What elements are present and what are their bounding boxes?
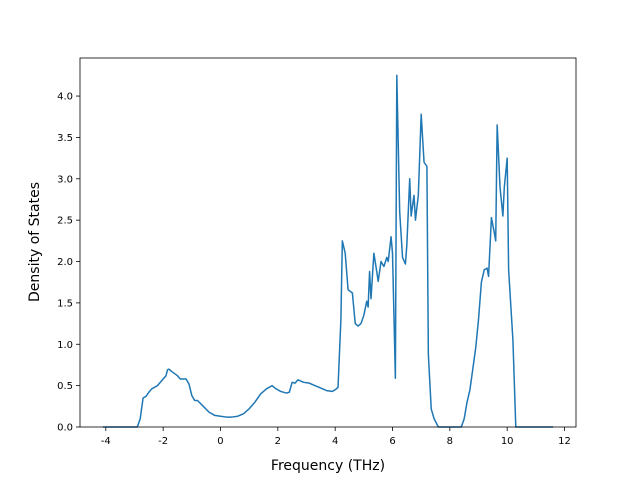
plot-frame bbox=[79, 57, 577, 428]
x-tick-label: 6 bbox=[389, 436, 395, 447]
x-tick-label: 2 bbox=[275, 436, 281, 447]
x-axis-label: Frequency (THz) bbox=[271, 458, 385, 474]
x-tick-label: 4 bbox=[332, 436, 338, 447]
y-tick-label: 3.5 bbox=[57, 133, 73, 144]
y-axis-label: Density of States bbox=[27, 182, 43, 302]
data-line bbox=[102, 74, 554, 428]
y-tick-label: 2.5 bbox=[57, 216, 73, 227]
x-tick-label: 10 bbox=[501, 436, 514, 447]
x-tick-label: 8 bbox=[447, 436, 453, 447]
x-tick-label: 12 bbox=[558, 436, 571, 447]
y-tick-label: 2.0 bbox=[57, 257, 73, 268]
y-tick-label: 0.5 bbox=[57, 381, 73, 392]
x-tick-label: 0 bbox=[217, 436, 223, 447]
y-tick-label: 1.5 bbox=[57, 298, 73, 309]
x-tick-label: -2 bbox=[158, 436, 168, 447]
y-tick-label: 0.0 bbox=[57, 423, 73, 434]
y-tick-label: 1.0 bbox=[57, 340, 73, 351]
y-tick-label: 3.0 bbox=[57, 174, 73, 185]
y-tick-label: 4.0 bbox=[57, 92, 73, 103]
x-tick-label: -4 bbox=[101, 436, 111, 447]
